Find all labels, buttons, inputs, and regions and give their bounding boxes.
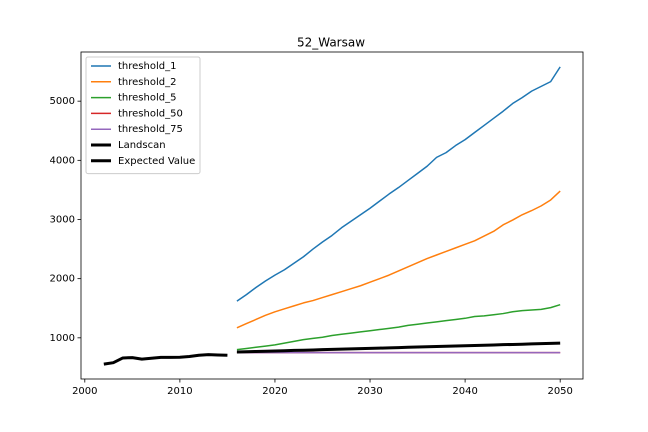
legend-label: Expected Value [118, 156, 195, 167]
legend-label: threshold_50 [118, 108, 183, 119]
series-line [236, 303, 561, 351]
series-line [236, 66, 561, 302]
legend-box [85, 56, 201, 175]
legend-label: threshold_75 [118, 124, 183, 135]
y-tick-label: 3000 [50, 214, 75, 225]
legend-label: Landscan [118, 140, 166, 151]
x-tick-label: 2040 [452, 386, 477, 397]
legend-label: threshold_2 [118, 77, 176, 88]
series-line [236, 341, 561, 354]
legend-label: threshold_5 [118, 93, 176, 104]
x-tick-label: 2000 [72, 386, 97, 397]
series-line [103, 353, 228, 366]
x-tick-label: 2030 [357, 386, 382, 397]
legend-label: threshold_1 [118, 61, 176, 72]
chart-title: 52_Warsaw [297, 36, 365, 50]
y-tick-label: 4000 [50, 155, 75, 166]
x-tick-label: 2050 [547, 386, 572, 397]
series-line [236, 190, 561, 329]
y-tick-label: 1000 [50, 333, 75, 344]
legend: threshold_1 threshold_2 threshold_5thresho… [85, 56, 201, 175]
y-tick-label: 2000 [50, 274, 75, 285]
plot-frame [80, 51, 584, 380]
y-tick-label: 5000 [50, 96, 75, 107]
x-tick-label: 2020 [262, 386, 287, 397]
x-tick-label: 2010 [167, 386, 192, 397]
